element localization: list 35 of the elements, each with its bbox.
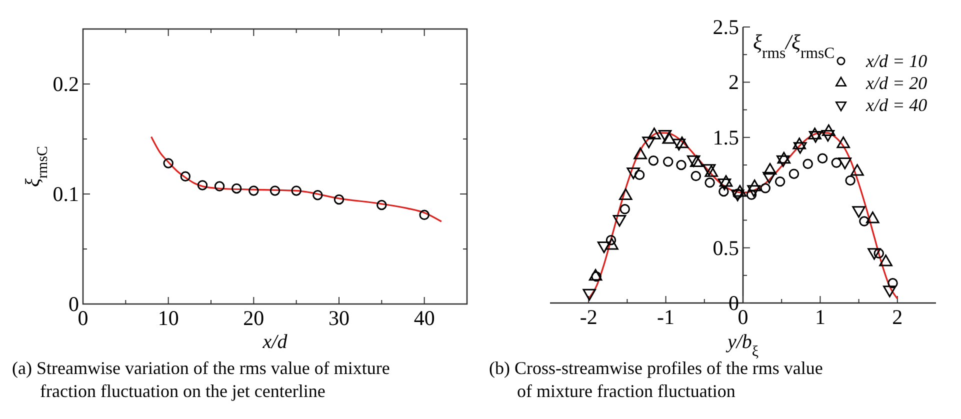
x-tick-label: -1 [657,305,675,329]
legend-label: x/d = 10 [865,51,928,71]
x-tick-label: 10 [158,306,179,330]
x-tick-label: 2 [892,305,903,329]
point [248,186,259,196]
point [376,200,387,210]
text: (b) Cross-streamwise profiles of the rms value of mixture fraction fluctuation [489,358,823,401]
x-tick-label: 40 [414,306,435,330]
point [419,210,430,220]
x-axis-title: x/d [262,331,288,353]
y-tick-label: 1.5 [712,125,739,150]
point [270,186,280,196]
y-tick-label: 2.5 [712,15,739,39]
point [312,190,323,200]
y-tick-label: 2 [728,70,739,94]
x-tick-label: 20 [243,306,264,330]
text: (a) Streamwise variation of the rms value of mixture fraction fluctuation on the jet centerline [12,358,390,401]
y-tick-label: 0.2 [52,72,79,96]
legend-label: x/d = 20 [865,73,928,93]
point [180,171,191,182]
x-tick-label: -2 [580,305,598,329]
y-tick-label: 0.5 [712,236,739,260]
point [291,186,302,196]
y-tick-label: 0.1 [52,182,79,206]
line-series [150,136,442,222]
legend-label: x/d = 40 [865,95,928,115]
point [231,183,242,194]
point [163,158,174,168]
x-tick-label: 1 [814,305,826,329]
x-tick-label: 30 [328,306,350,330]
point [214,181,225,192]
point [334,194,344,205]
y-axis-title: ξ$_{rms}$/ξ$_{rmsC}$ [753,30,835,62]
point [197,180,208,190]
x-axis-title: y/b$_{ξ}$ [725,331,759,360]
